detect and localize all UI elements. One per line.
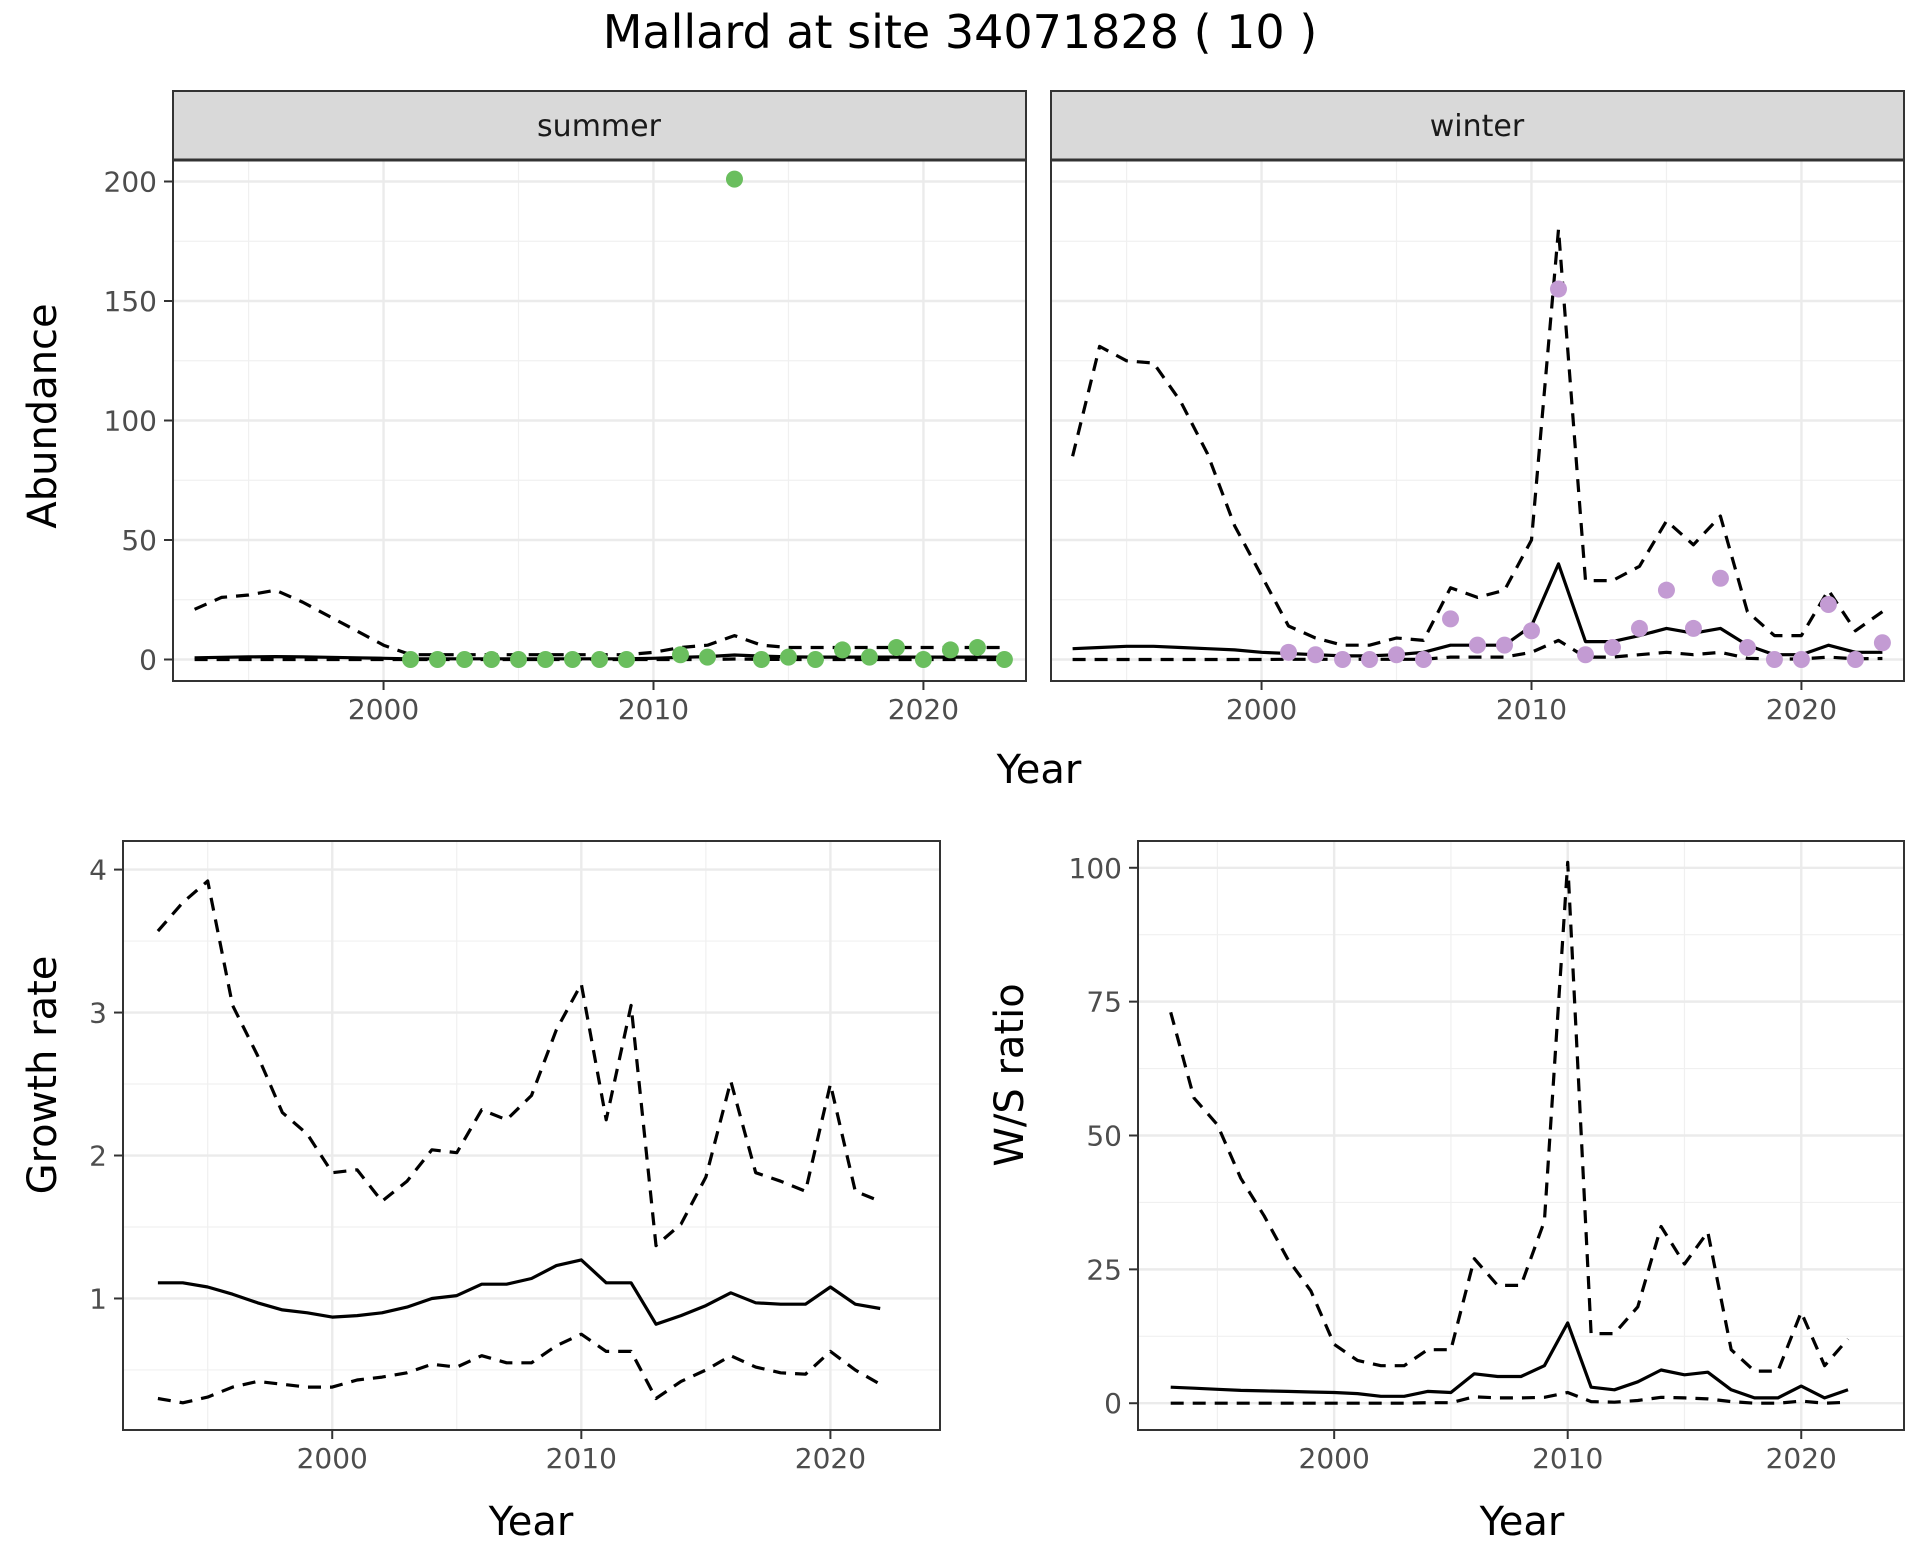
- x-tick-label: 2010: [546, 1442, 617, 1475]
- y-tick-label: 75: [1086, 986, 1122, 1019]
- data-point: [483, 650, 501, 668]
- data-point: [591, 650, 608, 668]
- y-tick-label: 100: [104, 405, 157, 438]
- data-point: [1711, 569, 1729, 587]
- x-tick-label: 2020: [1766, 693, 1837, 726]
- y-tick-label: 100: [1069, 852, 1122, 885]
- dashed-line-0: [1071, 227, 1884, 647]
- x-axis-title-growth: Year: [488, 1499, 574, 1545]
- data-point: [1576, 646, 1594, 664]
- data-point: [1522, 622, 1540, 640]
- dashed-line-2: [157, 1332, 881, 1405]
- data-point: [1684, 619, 1702, 637]
- strip-label-summer: summer: [537, 109, 662, 144]
- data-point: [456, 650, 474, 668]
- data-point: [1280, 643, 1298, 661]
- strip-summer: [172, 90, 1027, 161]
- y-tick-label: 4: [89, 854, 107, 887]
- x-tick-label: 2010: [618, 693, 689, 726]
- data-point: [1846, 650, 1864, 668]
- figure-title: Mallard at site 34071828 ( 10 ): [603, 5, 1318, 59]
- x-tick-label: 2010: [1532, 1442, 1603, 1475]
- data-point: [510, 650, 528, 668]
- y-tick-label: 3: [89, 997, 107, 1030]
- solid-line: [157, 1258, 881, 1326]
- data-point: [1630, 619, 1648, 637]
- data-point: [806, 650, 824, 668]
- panel-border: [1137, 840, 1905, 1431]
- x-tick-label: 2020: [1766, 1442, 1837, 1475]
- data-point: [914, 650, 932, 668]
- plot-background: [123, 841, 940, 1430]
- strip-label-winter: winter: [1430, 109, 1525, 144]
- data-point: [725, 170, 743, 188]
- y-tick-label: 50: [1086, 1120, 1122, 1153]
- data-point: [941, 641, 959, 659]
- solid-line: [1170, 1321, 1849, 1400]
- data-point: [1495, 636, 1513, 654]
- data-point: [779, 648, 797, 666]
- data-point: [1415, 650, 1433, 668]
- x-tick-label: 2020: [795, 1442, 866, 1475]
- y-tick-label: 25: [1086, 1253, 1122, 1286]
- dashed-line-2: [1170, 1390, 1849, 1405]
- data-point: [860, 648, 878, 666]
- data-point: [968, 639, 986, 657]
- strip-winter: [1050, 90, 1905, 161]
- data-point: [402, 650, 420, 668]
- y-tick-label: 0: [1104, 1387, 1122, 1420]
- data-point: [1792, 650, 1810, 668]
- dashed-line-2: [1072, 638, 1883, 662]
- panel-ws-ratio: 2000 2010 2020 0 25 50 75 100: [1069, 840, 1905, 1475]
- panel-summer: 2000 2010 2020 0 50 100 150 200: [104, 159, 1027, 726]
- data-point: [1657, 581, 1675, 599]
- x-axis-title-top: Year: [996, 747, 1082, 793]
- data-point: [833, 641, 851, 659]
- data-point: [1307, 646, 1325, 664]
- panel-growth-rate: 2000 2010 2020 1 2 3 4: [89, 840, 941, 1475]
- data-point: [995, 650, 1013, 668]
- data-point: [564, 650, 582, 668]
- y-tick-label: 1: [89, 1282, 107, 1315]
- data-point: [1442, 610, 1460, 628]
- dashed-line-0: [156, 879, 881, 1248]
- data-point: [1603, 639, 1621, 657]
- data-point: [537, 650, 555, 668]
- y-tick-label: 150: [104, 285, 157, 318]
- panel-border: [122, 840, 941, 1431]
- y-tick-label: 0: [139, 643, 157, 676]
- data-point: [1873, 634, 1891, 652]
- data-point: [1469, 636, 1486, 654]
- data-point: [1738, 639, 1756, 657]
- y-axis-title-top: Abundance: [20, 303, 66, 528]
- data-point: [1334, 650, 1352, 668]
- y-tick-label: 50: [121, 524, 157, 557]
- x-tick-label: 2010: [1496, 693, 1567, 726]
- y-tick-label: 2: [89, 1140, 107, 1173]
- data-point: [1388, 646, 1406, 664]
- x-tick-label: 2020: [888, 693, 959, 726]
- data-point: [429, 650, 447, 668]
- data-point: [698, 648, 716, 666]
- dashed-line-0: [1169, 860, 1850, 1373]
- x-axis-title-ratio: Year: [1479, 1499, 1565, 1545]
- x-tick-label: 2000: [348, 693, 419, 726]
- data-point: [617, 650, 635, 668]
- data-point: [1765, 650, 1783, 668]
- data-point: [1549, 280, 1567, 298]
- x-tick-label: 2000: [1299, 1442, 1370, 1475]
- x-tick-label: 2000: [297, 1442, 368, 1475]
- data-point: [1819, 596, 1837, 614]
- y-axis-title-growth: Growth rate: [20, 956, 66, 1195]
- x-tick-label: 2000: [1226, 693, 1297, 726]
- data-point: [752, 650, 770, 668]
- data-point: [671, 646, 689, 664]
- panel-winter: 2000 2010 2020: [1050, 159, 1905, 726]
- data-point: [1361, 650, 1379, 668]
- y-tick-label: 200: [104, 166, 157, 199]
- data-point: [887, 639, 905, 657]
- y-axis-title-ratio: W/S ratio: [987, 983, 1033, 1166]
